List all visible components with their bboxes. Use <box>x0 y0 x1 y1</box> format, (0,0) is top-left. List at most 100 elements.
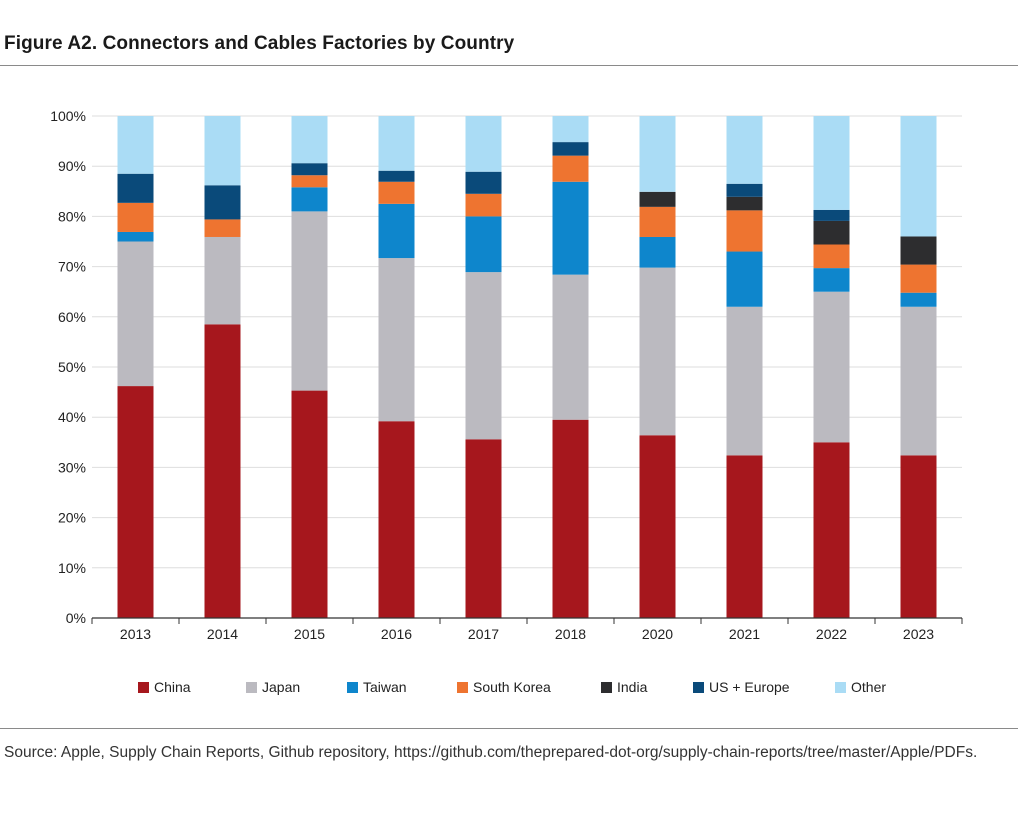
x-tick-label: 2021 <box>729 626 760 642</box>
source-divider <box>0 728 1018 729</box>
y-tick-label: 20% <box>58 510 86 526</box>
bar-segment-south-korea <box>813 244 850 269</box>
bar-segment-japan <box>378 258 415 422</box>
y-tick-label: 40% <box>58 409 86 425</box>
bar-segment-other <box>639 116 676 192</box>
bar-segment-us-europe <box>117 173 154 203</box>
x-tick-label: 2016 <box>381 626 412 642</box>
bar-segment-india <box>726 196 763 211</box>
bar-segment-taiwan <box>291 187 328 212</box>
legend-label: US + Europe <box>709 679 790 695</box>
y-axis-tick-labels: 0% 10% 20% 30% 40% 50% 60% 70% 80% 90% 100% <box>50 108 86 626</box>
title-divider <box>0 65 1018 66</box>
bar-segment-china <box>117 386 154 618</box>
legend-label: India <box>617 679 648 695</box>
bar-segment-us-europe <box>465 171 502 194</box>
bar-segment-taiwan <box>900 292 937 307</box>
bar-segment-taiwan <box>378 203 415 259</box>
legend-swatch <box>457 682 468 693</box>
bar-segment-other <box>900 116 937 237</box>
bar-segment-other <box>204 116 241 186</box>
bar-segment-india <box>639 191 676 207</box>
bar-segment-other <box>117 116 154 174</box>
y-tick-label: 30% <box>58 459 86 475</box>
bar-segment-japan <box>900 306 937 456</box>
bar-segment-south-korea <box>465 193 502 217</box>
bar-segment-japan <box>639 267 676 436</box>
bar-segment-china <box>813 442 850 618</box>
x-tick-label: 2022 <box>816 626 847 642</box>
bar-segment-japan <box>291 211 328 391</box>
legend-swatch <box>601 682 612 693</box>
y-tick-label: 90% <box>58 158 86 174</box>
bar-segment-other <box>378 116 415 171</box>
bar-segment-other <box>552 116 589 143</box>
bar-segment-other <box>465 116 502 172</box>
bar-segment-japan <box>204 236 241 325</box>
bar-segment-japan <box>552 274 589 420</box>
bar-segment-taiwan <box>465 216 502 273</box>
bar-segment-us-europe <box>378 170 415 182</box>
y-tick-label: 80% <box>58 208 86 224</box>
legend-swatch <box>835 682 846 693</box>
bar-segment-china <box>726 455 763 618</box>
bar-segment-us-europe <box>813 209 850 221</box>
x-tick-label: 2018 <box>555 626 586 642</box>
legend: China Japan Taiwan South Korea India US + Eur… <box>138 679 886 695</box>
bar-segment-japan <box>726 306 763 456</box>
y-tick-label: 70% <box>58 259 86 275</box>
legend-swatch <box>693 682 704 693</box>
bar-segment-taiwan <box>726 251 763 307</box>
bar-segment-china <box>639 435 676 618</box>
chart-title: Figure A2. Connectors and Cables Factori… <box>4 33 515 54</box>
bar-segment-south-korea <box>639 206 676 237</box>
y-tick-label: 10% <box>58 560 86 576</box>
x-tick-label: 2020 <box>642 626 673 642</box>
bar-segment-south-korea <box>378 181 415 204</box>
bar-segment-other <box>726 116 763 184</box>
bar-segment-china <box>291 390 328 618</box>
legend-swatch <box>246 682 257 693</box>
bars <box>117 116 937 618</box>
bar-segment-us-europe <box>204 185 241 220</box>
bar-segment-china <box>900 455 937 618</box>
bar-segment-other <box>291 116 328 164</box>
legend-label: Other <box>851 679 886 695</box>
x-axis-tick-labels: 2013 2014 2015 2016 2017 2018 2020 2021 2022 2023 <box>120 626 934 642</box>
x-axis <box>91 617 963 624</box>
x-tick-label: 2023 <box>903 626 934 642</box>
legend-label: Japan <box>262 679 300 695</box>
bar-segment-south-korea <box>204 219 241 237</box>
bar-segment-china <box>204 324 241 618</box>
bar-segment-taiwan <box>813 268 850 292</box>
stacked-bar-chart: 0%10%20%30%40%50%60%70%80%90%100% 2013 20… <box>50 108 963 695</box>
legend-label: Taiwan <box>363 679 407 695</box>
bar-segment-taiwan <box>117 231 154 242</box>
x-tick-label: 2017 <box>468 626 499 642</box>
x-tick-label: 2013 <box>120 626 151 642</box>
bar-segment-india <box>900 236 937 265</box>
source-note: Source: Apple, Supply Chain Reports, Git… <box>4 744 978 761</box>
bar-segment-japan <box>813 291 850 443</box>
bar-segment-south-korea <box>726 210 763 252</box>
legend-label: China <box>154 679 191 695</box>
y-tick-label: 60% <box>58 309 86 325</box>
y-tick-label: 100% <box>50 108 86 124</box>
bar-segment-south-korea <box>291 175 328 188</box>
bar-segment-japan <box>117 241 154 387</box>
bar-segment-other <box>813 116 850 210</box>
bar-segment-south-korea <box>552 155 589 182</box>
bar-segment-south-korea <box>117 202 154 232</box>
x-tick-label: 2014 <box>207 626 238 642</box>
bar-segment-us-europe <box>726 183 763 197</box>
bar-segment-japan <box>465 272 502 440</box>
bar-segment-china <box>465 439 502 618</box>
bar-segment-taiwan <box>639 236 676 268</box>
bar-segment-south-korea <box>900 264 937 293</box>
bar-segment-taiwan <box>552 181 589 275</box>
bar-segment-china <box>552 419 589 618</box>
bar-segment-us-europe <box>552 142 589 156</box>
x-tick-label: 2015 <box>294 626 325 642</box>
bar-segment-china <box>378 421 415 618</box>
legend-label: South Korea <box>473 679 551 695</box>
